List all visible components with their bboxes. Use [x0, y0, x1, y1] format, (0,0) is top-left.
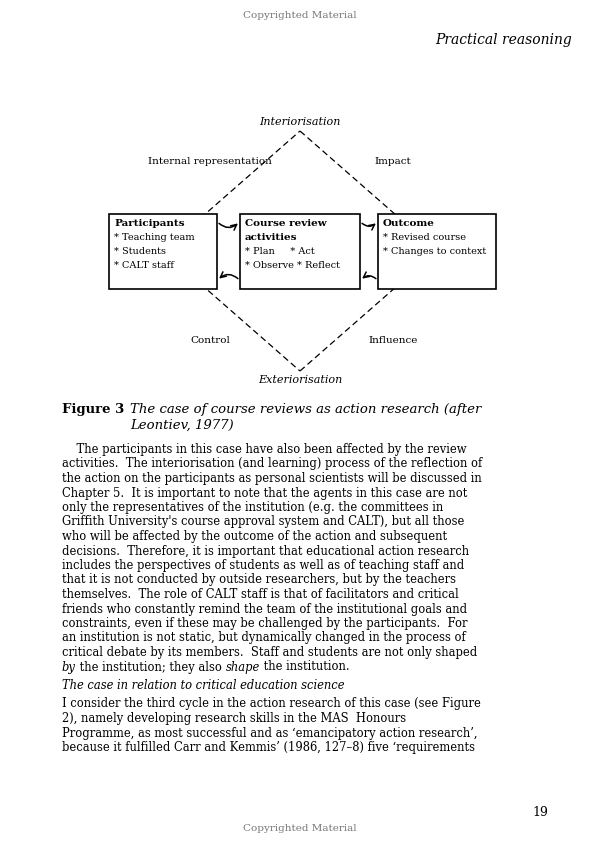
Text: who will be affected by the outcome of the action and subsequent: who will be affected by the outcome of t…	[62, 530, 447, 543]
Text: 19: 19	[532, 806, 548, 819]
Text: Griffith University's course approval system and CALT), but all those: Griffith University's course approval sy…	[62, 516, 464, 528]
Text: I consider the third cycle in the action research of this case (see Figure: I consider the third cycle in the action…	[62, 698, 481, 711]
Text: Programme, as most successful and as ‘emancipatory action research’,: Programme, as most successful and as ‘em…	[62, 727, 478, 740]
Text: the action on the participants as personal scientists will be discussed in: the action on the participants as person…	[62, 472, 482, 485]
Text: Interiorisation: Interiorisation	[259, 117, 341, 127]
Text: Participants: Participants	[114, 219, 185, 227]
Text: friends who constantly remind the team of the institutional goals and: friends who constantly remind the team o…	[62, 603, 467, 615]
Text: Exteriorisation: Exteriorisation	[258, 375, 342, 385]
Text: Outcome: Outcome	[383, 219, 435, 227]
FancyBboxPatch shape	[378, 214, 496, 288]
Text: activities: activities	[245, 232, 298, 242]
Text: Control: Control	[190, 336, 230, 345]
Text: The case in relation to critical education science: The case in relation to critical educati…	[62, 679, 344, 692]
Text: decisions.  Therefore, it is important that educational action research: decisions. Therefore, it is important th…	[62, 545, 469, 557]
Text: by: by	[62, 660, 76, 673]
FancyBboxPatch shape	[109, 214, 217, 288]
Text: Impact: Impact	[374, 157, 412, 166]
Text: Course review: Course review	[245, 219, 326, 227]
Text: Copyrighted Material: Copyrighted Material	[243, 824, 357, 833]
Text: * Revised course: * Revised course	[383, 232, 466, 242]
Text: that it is not conducted by outside researchers, but by the teachers: that it is not conducted by outside rese…	[62, 574, 456, 586]
Text: because it fulfilled Carr and Kemmis’ (1986, 127–8) five ‘requirements: because it fulfilled Carr and Kemmis’ (1…	[62, 741, 475, 754]
Text: Practical reasoning: Practical reasoning	[435, 33, 572, 47]
Text: includes the perspectives of students as well as of teaching staff and: includes the perspectives of students as…	[62, 559, 464, 572]
Text: only the representatives of the institution (e.g. the committees in: only the representatives of the institut…	[62, 501, 443, 514]
Text: activities.  The interiorisation (and learning) process of the reflection of: activities. The interiorisation (and lea…	[62, 458, 482, 471]
Text: Chapter 5.  It is important to note that the agents in this case are not: Chapter 5. It is important to note that …	[62, 487, 467, 500]
Text: The case of course reviews as action research (after: The case of course reviews as action res…	[130, 403, 481, 416]
Text: an institution is not static, but dynamically changed in the process of: an institution is not static, but dynami…	[62, 631, 466, 644]
Text: Internal representation: Internal representation	[148, 157, 272, 166]
Text: 2), namely developing research skills in the MAS  Honours: 2), namely developing research skills in…	[62, 712, 406, 725]
FancyBboxPatch shape	[240, 214, 360, 288]
Text: Influence: Influence	[368, 336, 418, 345]
Text: * Students: * Students	[114, 247, 166, 255]
Text: constraints, even if these may be challenged by the participants.  For: constraints, even if these may be challe…	[62, 617, 467, 630]
Text: * Teaching team: * Teaching team	[114, 232, 194, 242]
Text: Leontiev, 1977): Leontiev, 1977)	[130, 419, 233, 432]
Text: Figure 3: Figure 3	[62, 403, 124, 416]
Text: the institution.: the institution.	[260, 660, 349, 673]
Text: * CALT staff: * CALT staff	[114, 260, 174, 270]
Text: shape: shape	[226, 660, 260, 673]
Text: themselves.  The role of CALT staff is that of facilitators and critical: themselves. The role of CALT staff is th…	[62, 588, 459, 601]
Text: The participants in this case have also been affected by the review: The participants in this case have also …	[62, 443, 467, 456]
Text: the institution; they also: the institution; they also	[76, 660, 226, 673]
Text: Copyrighted Material: Copyrighted Material	[243, 11, 357, 20]
Text: * Plan     * Act: * Plan * Act	[245, 247, 315, 255]
Text: critical debate by its members.  Staff and students are not only shaped: critical debate by its members. Staff an…	[62, 646, 477, 659]
Text: * Changes to context: * Changes to context	[383, 247, 486, 255]
Text: * Observe * Reflect: * Observe * Reflect	[245, 260, 340, 270]
